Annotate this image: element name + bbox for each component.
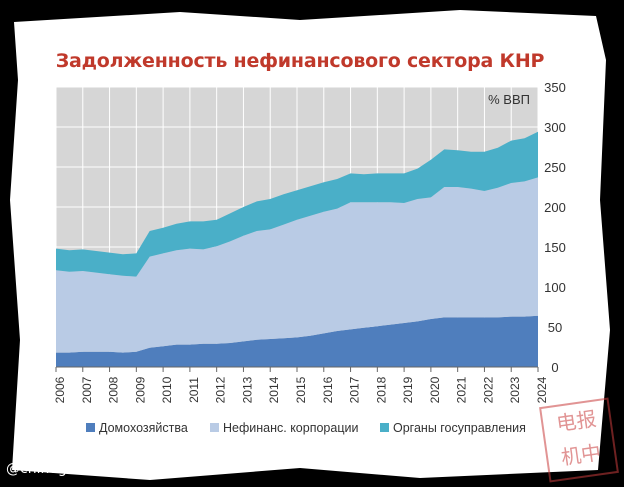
- x-tick-label-2023: 2023: [508, 376, 522, 403]
- stamp-seal: 电报 机中: [539, 397, 619, 483]
- x-tick-label-2024: 2024: [535, 376, 549, 403]
- x-tick-label-2017: 2017: [348, 376, 362, 403]
- legend-label-corporations: Нефинанс. корпорации: [223, 421, 358, 435]
- x-tick-label-2019: 2019: [401, 376, 415, 403]
- x-tick-label-2016: 2016: [321, 376, 335, 403]
- y-axis: 0 50 100 150 200 250 300 350: [544, 80, 566, 375]
- x-tick-label-2013: 2013: [240, 376, 254, 403]
- y-tick-label-250: 250: [544, 160, 566, 175]
- area-government: [56, 131, 538, 277]
- x-tick-label-2010: 2010: [160, 376, 174, 403]
- legend-label-households: Домохозяйства: [99, 421, 188, 435]
- x-tick-label-2011: 2011: [187, 377, 201, 403]
- legend-swatch-households: [86, 423, 95, 432]
- x-tick-label-2021: 2021: [455, 376, 469, 403]
- stacked-areas: [56, 131, 538, 367]
- x-tick-label-2006: 2006: [53, 376, 67, 403]
- x-axis: 2006 2007 2008 2009 2010 2011 2012 2013 2014 2015…: [53, 366, 549, 403]
- area-corporations: [56, 177, 538, 353]
- unit-label: % ВВП: [488, 92, 530, 107]
- watermark: @chinogram: [6, 461, 95, 477]
- x-tick-label-2007: 2007: [80, 376, 94, 403]
- x-tick-label-2018: 2018: [374, 376, 388, 403]
- y-tick-label-100: 100: [544, 280, 566, 295]
- x-tick-label-2014: 2014: [267, 376, 281, 403]
- x-tick-label-2020: 2020: [428, 376, 442, 403]
- legend-label-government: Органы госуправления: [393, 421, 526, 435]
- legend-swatch-corporations: [210, 423, 219, 432]
- legend-swatch-government: [380, 423, 389, 432]
- x-tick-label-2012: 2012: [214, 376, 228, 403]
- x-tick-label-2009: 2009: [133, 376, 147, 403]
- y-tick-label-300: 300: [544, 120, 566, 135]
- y-tick-label-350: 350: [544, 80, 566, 95]
- x-tick-label-2022: 2022: [481, 376, 495, 403]
- y-tick-label-50: 50: [548, 320, 562, 335]
- x-tick-label-2015: 2015: [294, 376, 308, 403]
- x-tick-label-2008: 2008: [107, 376, 121, 403]
- legend: Домохозяйства Нефинанс. корпорации Органы …: [86, 421, 526, 435]
- area-households: [56, 315, 538, 367]
- y-tick-label-150: 150: [544, 240, 566, 255]
- y-tick-label-0: 0: [551, 360, 558, 375]
- y-tick-label-200: 200: [544, 200, 566, 215]
- chart-title: Задолженность нефинансового сектора КНР: [55, 50, 545, 72]
